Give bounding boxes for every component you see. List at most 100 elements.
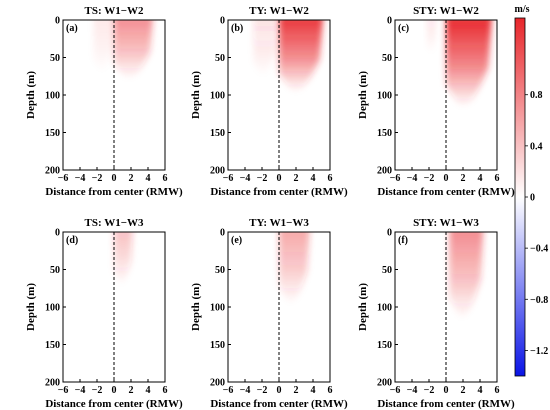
x-tick-label: −4 bbox=[240, 173, 251, 184]
y-tick-label: 0 bbox=[220, 228, 225, 239]
panel-c: −6 −4 −2 0 2 4 6 0 50 100 150 200 STY: W1−W2 (c) Dista… bbox=[357, 5, 515, 198]
anomaly-blob bbox=[446, 20, 492, 107]
panel-b: −6 −4 −2 0 2 4 6 0 50 100 150 200 TY: W1−W2 (b) Distan… bbox=[190, 5, 348, 198]
x-tick-label: 4 bbox=[146, 385, 151, 396]
anomaly-field bbox=[114, 232, 133, 286]
panel-e: −6 −4 −2 0 2 4 6 0 50 100 150 200 TY: W1−W3 (e) Distan… bbox=[190, 217, 348, 410]
y-tick-label: 100 bbox=[210, 91, 225, 102]
x-tick-label: −2 bbox=[92, 173, 103, 184]
anomaly-blob bbox=[253, 20, 278, 77]
x-tick-label: −4 bbox=[407, 173, 418, 184]
anomaly-field bbox=[449, 232, 484, 319]
colorbar-bar bbox=[514, 17, 526, 377]
y-tick-label: 200 bbox=[210, 378, 225, 389]
anomaly-blob bbox=[93, 20, 114, 74]
anomaly-blob bbox=[279, 232, 310, 304]
panel-title: STY: W1−W2 bbox=[413, 5, 479, 17]
anomaly-blob bbox=[279, 20, 323, 92]
y-tick-label: 200 bbox=[45, 166, 60, 177]
y-tick-label: 50 bbox=[382, 53, 392, 64]
anomaly-field bbox=[427, 20, 492, 107]
x-tick-label: 6 bbox=[163, 385, 168, 396]
y-tick-label: 50 bbox=[215, 265, 225, 276]
anomaly-field bbox=[253, 20, 323, 92]
x-tick-label: −6 bbox=[58, 173, 69, 184]
y-tick-label: 0 bbox=[387, 228, 392, 239]
colorbar-unit: m/s bbox=[515, 4, 530, 15]
y-tick-label: 150 bbox=[210, 340, 225, 351]
colorbar-tick-label: 0.4 bbox=[530, 141, 543, 152]
x-tick-label: 4 bbox=[311, 173, 316, 184]
anomaly-blob bbox=[427, 20, 436, 55]
panel-label: (c) bbox=[398, 23, 409, 34]
y-tick-label: 50 bbox=[382, 265, 392, 276]
y-tick-label: 50 bbox=[215, 53, 225, 64]
y-tick-label: 150 bbox=[210, 128, 225, 139]
x-tick-label: −4 bbox=[407, 385, 418, 396]
x-tick-label: 2 bbox=[129, 173, 134, 184]
y-tick-label: 100 bbox=[210, 303, 225, 314]
x-axis-label: Distance from center (RMW) bbox=[377, 186, 515, 198]
colorbar: m/s 0.8 0.4 0 −0.4 −0.8 −1.2 bbox=[514, 4, 548, 377]
x-tick-label: −4 bbox=[75, 173, 86, 184]
colorbar-tick-label: −0.8 bbox=[530, 295, 548, 306]
y-tick-label: 50 bbox=[50, 53, 60, 64]
y-tick-label: 200 bbox=[377, 166, 392, 177]
y-axis-label: Depth (m) bbox=[190, 71, 202, 119]
anomaly-blob bbox=[114, 20, 153, 79]
panel-label: (e) bbox=[231, 235, 242, 246]
x-axis-label: Distance from center (RMW) bbox=[210, 186, 348, 198]
y-tick-label: 100 bbox=[377, 91, 392, 102]
x-tick-label: 0 bbox=[444, 173, 449, 184]
x-tick-label: 2 bbox=[129, 385, 134, 396]
x-tick-label: 6 bbox=[495, 385, 500, 396]
y-tick-label: 0 bbox=[387, 16, 392, 27]
y-axis-label: Depth (m) bbox=[25, 71, 37, 119]
x-tick-label: 6 bbox=[328, 385, 333, 396]
x-tick-label: 0 bbox=[277, 173, 282, 184]
anomaly-field bbox=[93, 20, 153, 79]
panel-d: −6 −4 −2 0 2 4 6 0 50 100 150 200 TS: W1−W3 (d) Distan… bbox=[25, 217, 183, 410]
x-axis-label: Distance from center (RMW) bbox=[45, 186, 183, 198]
panel-label: (f) bbox=[398, 235, 408, 246]
y-tick-label: 100 bbox=[377, 303, 392, 314]
y-tick-label: 200 bbox=[210, 166, 225, 177]
y-tick-label: 200 bbox=[377, 378, 392, 389]
y-axis-label: Depth (m) bbox=[25, 283, 37, 331]
x-axis-label: Distance from center (RMW) bbox=[210, 398, 348, 410]
x-tick-label: 0 bbox=[277, 385, 282, 396]
x-tick-label: 4 bbox=[478, 385, 483, 396]
x-tick-label: −2 bbox=[424, 385, 435, 396]
x-tick-label: −2 bbox=[424, 173, 435, 184]
x-tick-label: −2 bbox=[257, 385, 268, 396]
x-axis-label: Distance from center (RMW) bbox=[377, 398, 515, 410]
y-axis-label: Depth (m) bbox=[357, 71, 369, 119]
x-tick-label: 2 bbox=[294, 173, 299, 184]
anomaly-blob bbox=[114, 232, 133, 286]
x-tick-label: 2 bbox=[461, 173, 466, 184]
y-tick-label: 150 bbox=[377, 128, 392, 139]
x-tick-label: −2 bbox=[257, 173, 268, 184]
x-tick-label: −6 bbox=[390, 385, 401, 396]
x-tick-label: −4 bbox=[75, 385, 86, 396]
anomaly-blob bbox=[449, 232, 484, 319]
y-tick-label: 150 bbox=[45, 340, 60, 351]
y-tick-label: 150 bbox=[45, 128, 60, 139]
x-axis-label: Distance from center (RMW) bbox=[45, 398, 183, 410]
x-tick-label: 0 bbox=[112, 173, 117, 184]
panel-title: TS: W1−W3 bbox=[85, 217, 144, 229]
x-tick-label: −6 bbox=[223, 385, 234, 396]
x-tick-label: 0 bbox=[444, 385, 449, 396]
panel-label: (d) bbox=[66, 235, 78, 246]
colorbar-tick-label: 0 bbox=[530, 193, 535, 204]
x-tick-label: −6 bbox=[58, 385, 69, 396]
anomaly-field bbox=[279, 232, 310, 304]
y-tick-label: 200 bbox=[45, 378, 60, 389]
x-tick-label: 4 bbox=[146, 173, 151, 184]
y-tick-label: 50 bbox=[50, 265, 60, 276]
y-tick-label: 0 bbox=[55, 16, 60, 27]
panel-a: −6 −4 −2 0 2 4 6 0 50 100 150 200 TS: W1−W2 (a) Distan… bbox=[25, 5, 183, 198]
y-axis-label: Depth (m) bbox=[190, 283, 202, 331]
panel-label: (b) bbox=[231, 23, 243, 34]
